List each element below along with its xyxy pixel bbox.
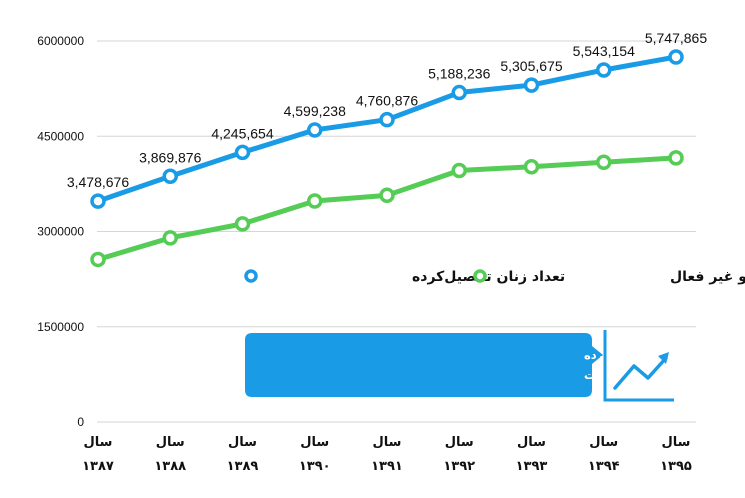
x-tick-line: ۱۳۹۵ <box>660 459 692 474</box>
y-axis-ticks: 0 1500000 3000000 4500000 6000000 <box>37 34 84 429</box>
x-tick-line: سال <box>517 435 546 450</box>
x-tick-label: سال ۱۳۸۷ <box>82 435 114 474</box>
x-tick-line: سال <box>228 435 257 450</box>
data-label: 3,869,876 <box>139 149 201 165</box>
legend-entry-educated: تعداد زنان تحصیل‌کرده <box>244 269 565 285</box>
data-point-1 <box>90 251 106 268</box>
data-label: 5,188,236 <box>428 66 490 82</box>
x-tick-line: سال <box>84 435 113 450</box>
x-tick-line: سال <box>156 435 185 450</box>
legend-label-unemployed: تعداد زنان بیکار و غیر فعال <box>670 269 745 285</box>
data-label: 5,747,865 <box>645 30 707 46</box>
data-point-1 <box>596 154 612 171</box>
series-group <box>90 49 684 268</box>
data-point-1 <box>307 193 323 209</box>
x-tick-label: سال ۱۳۹۰ <box>299 435 331 474</box>
data-label: 4,245,654 <box>211 125 273 141</box>
x-tick-line: سال <box>662 435 691 450</box>
x-tick-line: ۱۳۹۰ <box>299 459 331 474</box>
x-tick-label: سال ۱۳۹۴ <box>588 435 620 474</box>
series-line-0 <box>95 54 679 204</box>
legend-marker-educated <box>244 269 258 283</box>
data-label: 5,305,675 <box>500 58 562 74</box>
x-tick-line: ۱۳۹۳ <box>516 459 548 474</box>
x-tick-line: سال <box>373 435 402 450</box>
data-label: 3,478,676 <box>67 174 129 190</box>
x-tick-line: ۱۳۹۲ <box>443 459 475 474</box>
data-point-1 <box>668 150 684 166</box>
data-label: 4,599,238 <box>284 103 346 119</box>
x-axis-ticks: سال ۱۳۸۷ سال ۱۳۸۸ سال ۱۳۸۹ سال ۱۳۹۰ سال ۱۳۹۱ سال ۱۳… <box>82 435 692 474</box>
y-tick-label: 6000000 <box>37 34 84 48</box>
x-tick-line: سال <box>589 435 618 450</box>
data-labels: 3,478,676 3,869,876 4,245,654 4,599,238 4,76… <box>67 30 707 190</box>
data-point-0 <box>90 193 106 209</box>
x-tick-line: سال <box>300 435 329 450</box>
x-tick-label: سال ۱۳۹۵ <box>660 435 692 474</box>
x-tick-line: ۱۳۸۷ <box>82 459 114 474</box>
x-tick-line: ۱۳۹۴ <box>588 459 620 474</box>
x-tick-label: سال ۱۳۹۱ <box>371 435 403 474</box>
x-tick-line: ۱۳۹۱ <box>371 459 403 474</box>
x-tick-label: سال ۱۳۹۳ <box>516 435 548 474</box>
data-point-0 <box>596 62 612 78</box>
x-tick-line: ۱۳۸۹ <box>227 459 259 474</box>
data-point-1 <box>451 162 467 179</box>
data-point-1 <box>379 187 395 204</box>
data-point-0 <box>307 122 323 138</box>
x-tick-line: ۱۳۸۸ <box>154 459 186 474</box>
legend-entry-unemployed: تعداد زنان بیکار و غیر فعال <box>473 269 745 285</box>
x-tick-line: سال <box>445 435 474 450</box>
x-tick-label: سال ۱۳۸۹ <box>227 435 259 474</box>
data-point-0 <box>162 168 178 185</box>
y-tick-label: 4500000 <box>37 129 84 143</box>
annotation-callout: این آمار نشان می‌دهد به هر میزانی که تعد… <box>245 330 745 402</box>
data-point-1 <box>523 158 540 175</box>
data-point-0 <box>234 144 251 161</box>
y-tick-label: 1500000 <box>37 320 84 334</box>
data-point-0 <box>668 49 684 65</box>
x-tick-label: سال ۱۳۸۸ <box>154 435 186 474</box>
data-label: 4,760,876 <box>356 93 418 109</box>
data-point-1 <box>162 230 178 246</box>
y-tick-label: 0 <box>77 415 84 429</box>
data-point-0 <box>379 111 395 128</box>
data-point-1 <box>234 216 251 232</box>
legend-marker-unemployed <box>473 269 487 283</box>
callout-bubble <box>245 333 603 397</box>
legend-label-educated: تعداد زنان تحصیل‌کرده <box>412 269 565 285</box>
legend: تعداد زنان تحصیل‌کرده تعداد زنان بیکار و… <box>244 269 745 285</box>
data-point-0 <box>523 77 540 93</box>
y-tick-label: 3000000 <box>37 225 84 239</box>
data-label: 5,543,154 <box>573 43 635 59</box>
trend-up-chart-icon <box>603 330 674 402</box>
x-tick-label: سال ۱۳۹۲ <box>443 435 475 474</box>
data-point-0 <box>451 84 467 101</box>
callout-line-2: افزایش داشته است، میزان بیکاری آنها نیز … <box>584 368 745 382</box>
